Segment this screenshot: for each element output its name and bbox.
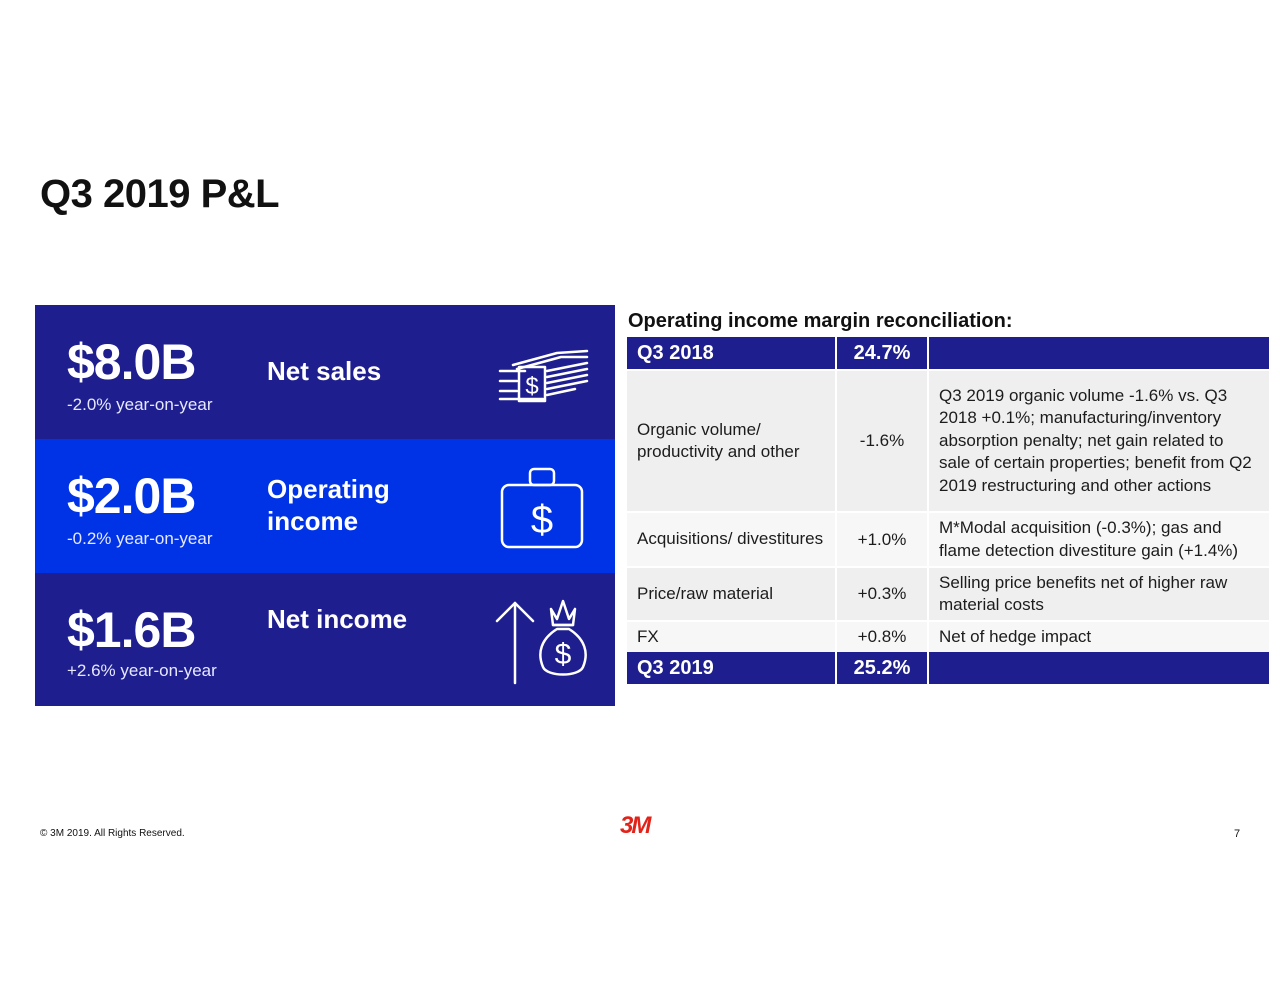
svg-text:$: $: [555, 638, 572, 671]
table-header-label: Q3 2018: [627, 337, 836, 370]
table-row: Organic volume/ productivity and other -…: [627, 369, 1269, 512]
row-label: Price/raw material: [627, 566, 836, 621]
metric-value: $2.0B: [67, 468, 196, 524]
row-label: Organic volume/ productivity and other: [627, 369, 836, 512]
metric-change: +2.6% year-on-year: [67, 661, 217, 680]
metric-net-income: $1.6B +2.6% year-on-year Net income $: [35, 573, 615, 706]
reconciliation-table: Q3 2018 24.7% Organic volume/ productivi…: [627, 337, 1269, 684]
row-value: -1.6%: [835, 369, 928, 512]
arrow-moneybag-icon: $: [495, 597, 595, 687]
table-header-row: Q3 2018 24.7%: [627, 337, 1269, 370]
3m-logo: 3M: [620, 812, 651, 839]
svg-text:$: $: [531, 498, 553, 542]
metric-net-sales: $8.0B -2.0% year-on-year Net sales $: [35, 305, 615, 439]
table-footer-row: Q3 2019 25.2%: [627, 652, 1269, 684]
copyright-text: © 3M 2019. All Rights Reserved.: [40, 828, 185, 839]
row-label: Acquisitions/ divestitures: [627, 511, 836, 567]
row-value: +0.3%: [835, 566, 928, 621]
row-value: +1.0%: [835, 511, 928, 567]
row-note: Net of hedge impact: [927, 620, 1269, 652]
row-label: FX: [627, 620, 836, 652]
metric-label: Net income: [267, 604, 408, 634]
reconciliation-title: Operating income margin reconciliation:: [628, 310, 1013, 332]
metric-label: Operating income: [267, 474, 390, 536]
row-note: Q3 2019 organic volume -1.6% vs. Q3 2018…: [927, 369, 1269, 512]
metric-change: -0.2% year-on-year: [67, 529, 213, 548]
metric-label: Net sales: [267, 356, 382, 386]
table-footer-note: [927, 652, 1269, 684]
row-value: +0.8%: [835, 620, 928, 652]
page-title: Q3 2019 P&L: [40, 172, 280, 216]
table-row: Acquisitions/ divestitures +1.0% M*Modal…: [627, 511, 1269, 567]
table-footer-value: 25.2%: [835, 652, 928, 684]
briefcase-dollar-icon: $: [498, 467, 586, 551]
table-header-note: [927, 337, 1269, 370]
money-stack-icon: $: [495, 341, 591, 405]
metric-value: $1.6B: [67, 602, 196, 658]
table-header-value: 24.7%: [835, 337, 928, 370]
table-row: Price/raw material +0.3% Selling price b…: [627, 566, 1269, 621]
svg-text:$: $: [525, 373, 538, 400]
metric-value: $8.0B: [67, 334, 196, 390]
metric-operating-income: $2.0B -0.2% year-on-year Operating incom…: [35, 439, 615, 573]
key-metrics-panel: $8.0B -2.0% year-on-year Net sales $ $: [35, 305, 615, 706]
table-footer-label: Q3 2019: [627, 652, 836, 684]
table-row: FX +0.8% Net of hedge impact: [627, 620, 1269, 652]
page-number: 7: [1234, 828, 1241, 840]
row-note: Selling price benefits net of higher raw…: [927, 566, 1269, 621]
metric-change: -2.0% year-on-year: [67, 395, 213, 414]
row-note: M*Modal acquisition (-0.3%); gas and fla…: [927, 511, 1269, 567]
